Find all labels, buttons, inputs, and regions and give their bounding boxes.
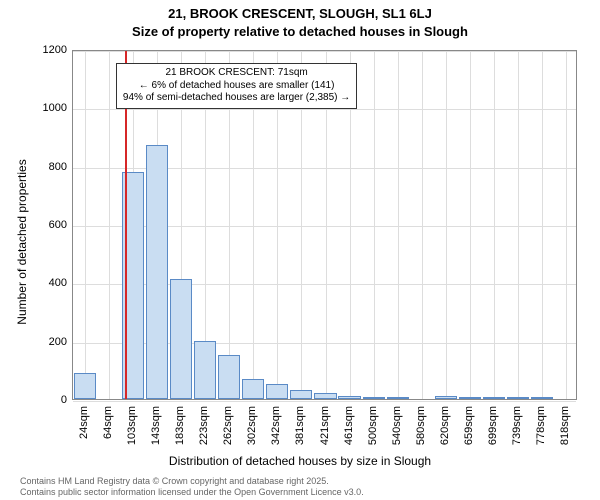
bar [290, 390, 312, 399]
chart-title-line1: 21, BROOK CRESCENT, SLOUGH, SL1 6LJ [0, 6, 600, 21]
bar [146, 145, 168, 399]
x-tick: 778sqm [535, 406, 547, 445]
y-tick: 600 [17, 219, 67, 231]
x-tick: 183sqm [174, 406, 186, 445]
bar [218, 355, 240, 399]
bar [242, 379, 264, 399]
x-tick: 103sqm [126, 406, 138, 445]
x-tick: 739sqm [511, 406, 523, 445]
bar [194, 341, 216, 399]
bar [338, 396, 360, 400]
bar [435, 396, 457, 399]
x-tick: 64sqm [102, 406, 114, 439]
x-tick: 620sqm [439, 406, 451, 445]
y-tick: 1200 [17, 44, 67, 56]
chart-root: { "chart": { "type": "bar", "title_line1… [0, 0, 600, 500]
bar [170, 279, 192, 399]
y-tick: 0 [17, 394, 67, 406]
chart-title-line2: Size of property relative to detached ho… [0, 24, 600, 39]
x-tick: 381sqm [294, 406, 306, 445]
bar [363, 397, 385, 399]
x-tick: 342sqm [270, 406, 282, 445]
plot-area: 21 BROOK CRESCENT: 71sqm← 6% of detached… [72, 50, 577, 400]
x-tick: 24sqm [78, 406, 90, 439]
x-tick: 262sqm [222, 406, 234, 445]
x-tick: 302sqm [246, 406, 258, 445]
annotation-line: 94% of semi-detached houses are larger (… [123, 92, 350, 105]
annotation-line: 21 BROOK CRESCENT: 71sqm [123, 67, 350, 80]
x-tick: 818sqm [559, 406, 571, 445]
x-axis-label: Distribution of detached houses by size … [0, 454, 600, 468]
bar [483, 397, 505, 399]
x-tick: 580sqm [415, 406, 427, 445]
x-tick: 659sqm [463, 406, 475, 445]
x-tick: 540sqm [391, 406, 403, 445]
annotation-box: 21 BROOK CRESCENT: 71sqm← 6% of detached… [116, 63, 357, 109]
x-tick: 699sqm [487, 406, 499, 445]
x-tick: 421sqm [319, 406, 331, 445]
bar [531, 397, 553, 399]
bar [507, 397, 529, 399]
x-tick: 500sqm [367, 406, 379, 445]
y-tick: 800 [17, 161, 67, 173]
bar [459, 397, 481, 399]
footer-line1: Contains HM Land Registry data © Crown c… [20, 476, 364, 487]
bar [387, 397, 409, 399]
x-tick: 223sqm [198, 406, 210, 445]
bar [314, 393, 336, 399]
y-tick: 400 [17, 277, 67, 289]
y-tick: 1000 [17, 102, 67, 114]
chart-footer: Contains HM Land Registry data © Crown c… [20, 476, 364, 498]
footer-line2: Contains public sector information licen… [20, 487, 364, 498]
bar [74, 373, 96, 399]
x-tick: 461sqm [343, 406, 355, 445]
bar [266, 384, 288, 399]
annotation-line: ← 6% of detached houses are smaller (141… [123, 80, 350, 93]
y-tick: 200 [17, 336, 67, 348]
x-tick: 143sqm [150, 406, 162, 445]
